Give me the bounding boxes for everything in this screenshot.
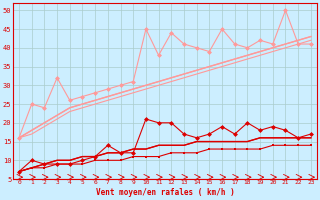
X-axis label: Vent moyen/en rafales ( km/h ): Vent moyen/en rafales ( km/h ) [96,188,234,197]
